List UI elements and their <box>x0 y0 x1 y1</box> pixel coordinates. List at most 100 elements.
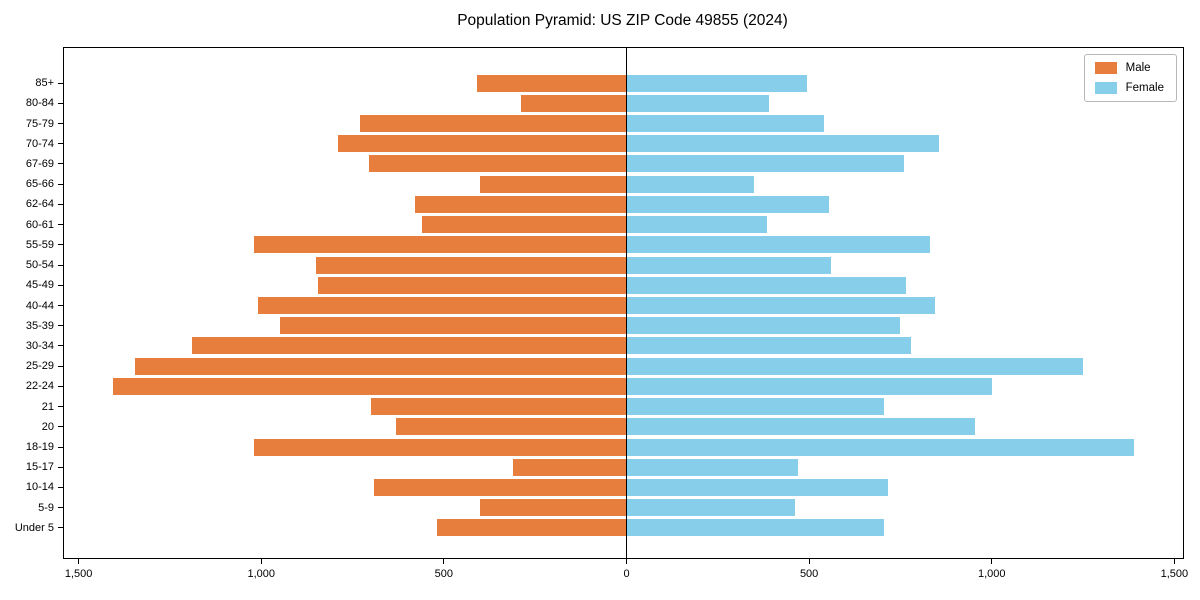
bar-male-22-24 <box>113 377 627 395</box>
x-tick-label-0: 0 <box>623 568 630 580</box>
x-tick-mark <box>78 559 80 564</box>
pyramid-row-Under 5 <box>64 518 1183 538</box>
bar-male-67-69 <box>368 155 627 173</box>
y-tick-mark <box>58 284 63 286</box>
y-tick-label-67-69: 67-69 <box>25 157 54 170</box>
y-tick-mark <box>58 406 63 408</box>
x-tick-label-1,500: 1,500 <box>1160 568 1189 580</box>
bar-male-62-64 <box>414 195 627 213</box>
pyramid-row-20 <box>64 417 1183 437</box>
pyramid-row-35-39 <box>64 316 1183 336</box>
y-tick-mark <box>58 527 63 529</box>
y-tick-mark <box>58 183 63 185</box>
y-tick-mark <box>58 244 63 246</box>
bar-female-65-66 <box>626 175 755 193</box>
y-tick-label-10-14: 10-14 <box>25 481 54 494</box>
y-tick-mark <box>58 507 63 509</box>
bars-container <box>64 73 1183 538</box>
center-axis-line <box>625 48 628 558</box>
bar-male-18-19 <box>253 438 627 456</box>
pyramid-row-70-74 <box>64 134 1183 154</box>
y-tick-mark <box>58 426 63 428</box>
y-tick-mark <box>58 143 63 145</box>
x-tick-label-1,000: 1,000 <box>247 568 275 580</box>
y-tick-label-80-84: 80-84 <box>25 97 54 110</box>
y-tick-label-60-61: 60-61 <box>25 218 54 231</box>
y-tick-label-18-19: 18-19 <box>25 441 54 454</box>
bar-female-18-19 <box>626 438 1135 456</box>
bar-female-10-14 <box>626 478 888 496</box>
y-tick-mark <box>58 446 63 448</box>
y-tick-label-65-66: 65-66 <box>25 178 54 191</box>
pyramid-row-22-24 <box>64 376 1183 396</box>
bar-male-35-39 <box>279 317 627 335</box>
bar-male-55-59 <box>253 236 627 254</box>
bar-female-50-54 <box>626 256 832 274</box>
chart-title: Population Pyramid: US ZIP Code 49855 (2… <box>457 12 788 29</box>
bar-male-80-84 <box>520 94 627 112</box>
bar-male-50-54 <box>316 256 627 274</box>
x-tick-mark <box>1173 559 1175 564</box>
y-tick-label-62-64: 62-64 <box>25 198 54 211</box>
bar-male-25-29 <box>135 357 627 375</box>
x-tick-label-500: 500 <box>434 568 454 580</box>
pyramid-row-65-66 <box>64 174 1183 194</box>
bar-female-62-64 <box>626 195 830 213</box>
female-color-swatch <box>1094 82 1117 94</box>
pyramid-row-25-29 <box>64 356 1183 376</box>
pyramid-row-50-54 <box>64 255 1183 275</box>
y-tick-label-15-17: 15-17 <box>25 461 54 474</box>
y-tick-label-5-9: 5-9 <box>38 501 54 514</box>
bar-male-21 <box>370 398 627 416</box>
bar-female-30-34 <box>626 337 912 355</box>
y-tick-mark <box>58 325 63 327</box>
bar-male-75-79 <box>359 115 627 133</box>
bar-female-85+ <box>626 74 808 92</box>
y-tick-label-75-79: 75-79 <box>25 117 54 130</box>
y-tick-mark <box>58 466 63 468</box>
bar-female-40-44 <box>626 297 936 315</box>
pyramid-row-67-69 <box>64 154 1183 174</box>
x-tick-mark <box>260 559 262 564</box>
pyramid-row-55-59 <box>64 235 1183 255</box>
y-tick-label-20: 20 <box>41 420 54 433</box>
bar-male-65-66 <box>480 175 627 193</box>
pyramid-row-18-19 <box>64 437 1183 457</box>
pyramid-row-21 <box>64 397 1183 417</box>
bar-male-10-14 <box>374 478 627 496</box>
y-tick-mark <box>58 264 63 266</box>
y-tick-mark <box>58 365 63 367</box>
pyramid-row-10-14 <box>64 477 1183 497</box>
bar-female-45-49 <box>626 276 906 294</box>
y-tick-mark <box>58 203 63 205</box>
bar-female-67-69 <box>626 155 905 173</box>
x-tick-label-1,500: 1,500 <box>64 568 93 580</box>
bar-female-55-59 <box>626 236 930 254</box>
bar-female-35-39 <box>626 317 901 335</box>
bar-male-Under 5 <box>436 519 627 537</box>
y-tick-label-30-34: 30-34 <box>25 339 54 352</box>
legend-item-female: Female <box>1094 82 1164 94</box>
y-tick-mark <box>58 102 63 104</box>
pyramid-row-40-44 <box>64 295 1183 315</box>
pyramid-row-60-61 <box>64 215 1183 235</box>
y-tick-label-70-74: 70-74 <box>25 137 54 150</box>
y-tick-label-85+: 85+ <box>35 77 54 90</box>
bar-female-22-24 <box>626 377 992 395</box>
y-tick-mark <box>58 123 63 125</box>
bar-female-80-84 <box>626 94 769 112</box>
bar-male-20 <box>396 418 627 436</box>
y-tick-label-50-54: 50-54 <box>25 259 54 272</box>
y-tick-mark <box>58 385 63 387</box>
y-tick-mark <box>58 486 63 488</box>
y-tick-label-40-44: 40-44 <box>25 299 54 312</box>
bar-male-45-49 <box>317 276 627 294</box>
y-tick-mark <box>58 345 63 347</box>
bar-female-20 <box>626 418 976 436</box>
pyramid-row-30-34 <box>64 336 1183 356</box>
pyramid-row-75-79 <box>64 113 1183 133</box>
bar-male-5-9 <box>480 499 627 517</box>
legend-label-female: Female <box>1125 82 1164 94</box>
y-tick-label-25-29: 25-29 <box>25 360 54 373</box>
pyramid-row-45-49 <box>64 275 1183 295</box>
